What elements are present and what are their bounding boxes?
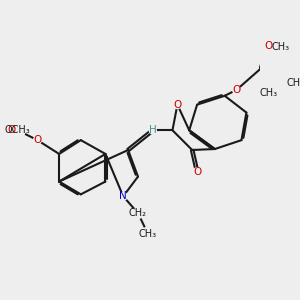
Text: O: O xyxy=(173,100,181,110)
Circle shape xyxy=(133,208,143,218)
Circle shape xyxy=(274,40,287,53)
Text: O: O xyxy=(33,135,42,145)
Circle shape xyxy=(193,168,201,176)
Circle shape xyxy=(289,76,300,89)
Text: H: H xyxy=(149,125,157,135)
Text: CH₃: CH₃ xyxy=(286,78,300,88)
Circle shape xyxy=(10,123,25,138)
Circle shape xyxy=(119,192,127,200)
Circle shape xyxy=(141,227,154,240)
Circle shape xyxy=(232,86,240,94)
Text: CH₃: CH₃ xyxy=(139,229,157,239)
Text: O: O xyxy=(232,85,241,95)
Text: CH₃: CH₃ xyxy=(272,41,290,52)
Circle shape xyxy=(264,42,272,50)
Text: O: O xyxy=(264,40,272,50)
Text: OCH₃: OCH₃ xyxy=(5,125,31,135)
Text: O: O xyxy=(7,125,16,135)
Text: CH₃: CH₃ xyxy=(259,88,277,98)
Circle shape xyxy=(262,86,275,99)
Circle shape xyxy=(149,127,156,134)
Text: N: N xyxy=(119,191,127,201)
Text: O: O xyxy=(193,167,201,177)
Text: CH₂: CH₂ xyxy=(129,208,147,218)
Circle shape xyxy=(34,136,41,144)
Circle shape xyxy=(173,101,181,109)
